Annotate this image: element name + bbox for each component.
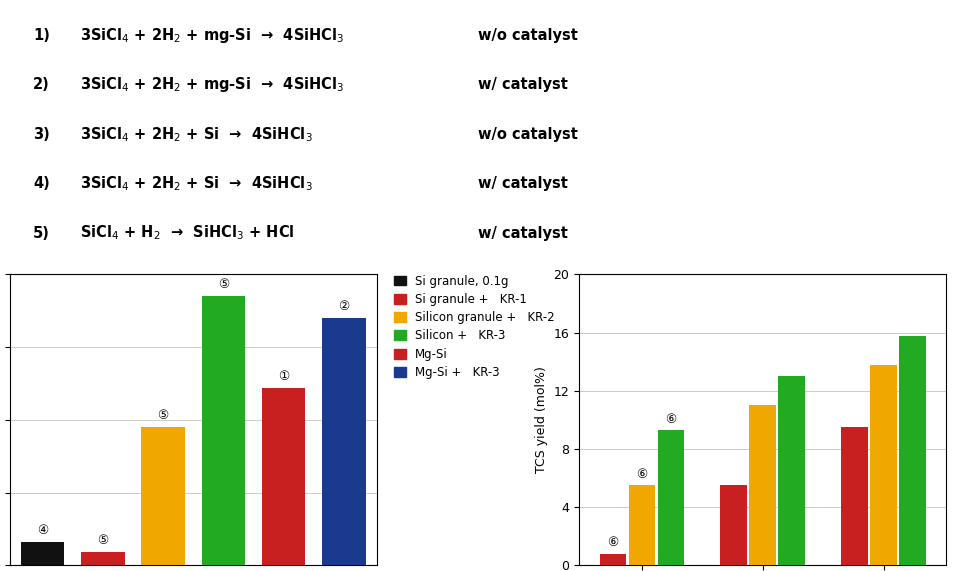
- Text: ④: ④: [37, 524, 49, 537]
- Bar: [262, 388, 305, 565]
- Bar: [202, 296, 245, 565]
- Bar: [750, 405, 776, 565]
- Text: ⑥: ⑥: [637, 468, 647, 481]
- Bar: [841, 427, 868, 565]
- Text: ⑤: ⑤: [218, 278, 229, 291]
- Bar: [870, 365, 897, 565]
- Bar: [778, 376, 805, 565]
- Bar: [658, 430, 684, 565]
- Bar: [721, 485, 747, 565]
- Text: ⑥: ⑥: [665, 413, 677, 426]
- Text: w/ catalyst: w/ catalyst: [478, 176, 568, 191]
- Y-axis label: TCS yield (mol%): TCS yield (mol%): [535, 367, 548, 473]
- Text: 1): 1): [33, 28, 50, 43]
- Text: 3): 3): [33, 127, 50, 142]
- Text: ②: ②: [338, 300, 350, 313]
- Text: w/ catalyst: w/ catalyst: [478, 77, 568, 93]
- Text: SiCl$_4$ + H$_2$  →  SiHCl$_3$ + HCl: SiCl$_4$ + H$_2$ → SiHCl$_3$ + HCl: [79, 224, 294, 243]
- Legend: Si granule, 0.1g, Si granule +   KR-1, Silicon granule +   KR-2, Silicon +   KR-: Si granule, 0.1g, Si granule + KR-1, Sil…: [394, 275, 554, 379]
- Bar: [81, 552, 124, 565]
- Text: ⑤: ⑤: [98, 534, 109, 547]
- Text: 2): 2): [33, 77, 50, 93]
- Text: 5): 5): [33, 226, 50, 240]
- Text: 3SiCl$_4$ + 2H$_2$ + mg-Si  →  4SiHCl$_3$: 3SiCl$_4$ + 2H$_2$ + mg-Si → 4SiHCl$_3$: [79, 75, 344, 94]
- Text: w/o catalyst: w/o catalyst: [478, 127, 577, 142]
- Bar: [629, 485, 655, 565]
- Bar: [900, 336, 926, 565]
- Bar: [21, 542, 64, 565]
- Text: w/ catalyst: w/ catalyst: [478, 226, 568, 240]
- Text: ⑥: ⑥: [607, 536, 619, 549]
- Text: 3SiCl$_4$ + 2H$_2$ + mg-Si  →  4SiHCl$_3$: 3SiCl$_4$ + 2H$_2$ + mg-Si → 4SiHCl$_3$: [79, 26, 344, 45]
- Text: 4): 4): [33, 176, 50, 191]
- Text: w/o catalyst: w/o catalyst: [478, 28, 577, 43]
- Text: 3SiCl$_4$ + 2H$_2$ + Si  →  4SiHCl$_3$: 3SiCl$_4$ + 2H$_2$ + Si → 4SiHCl$_3$: [79, 174, 313, 193]
- Text: ①: ①: [278, 370, 290, 383]
- Bar: [322, 318, 365, 565]
- Bar: [141, 427, 185, 565]
- Text: ⑤: ⑤: [158, 409, 169, 422]
- Text: 3SiCl$_4$ + 2H$_2$ + Si  →  4SiHCl$_3$: 3SiCl$_4$ + 2H$_2$ + Si → 4SiHCl$_3$: [79, 125, 313, 144]
- Bar: [599, 554, 626, 565]
